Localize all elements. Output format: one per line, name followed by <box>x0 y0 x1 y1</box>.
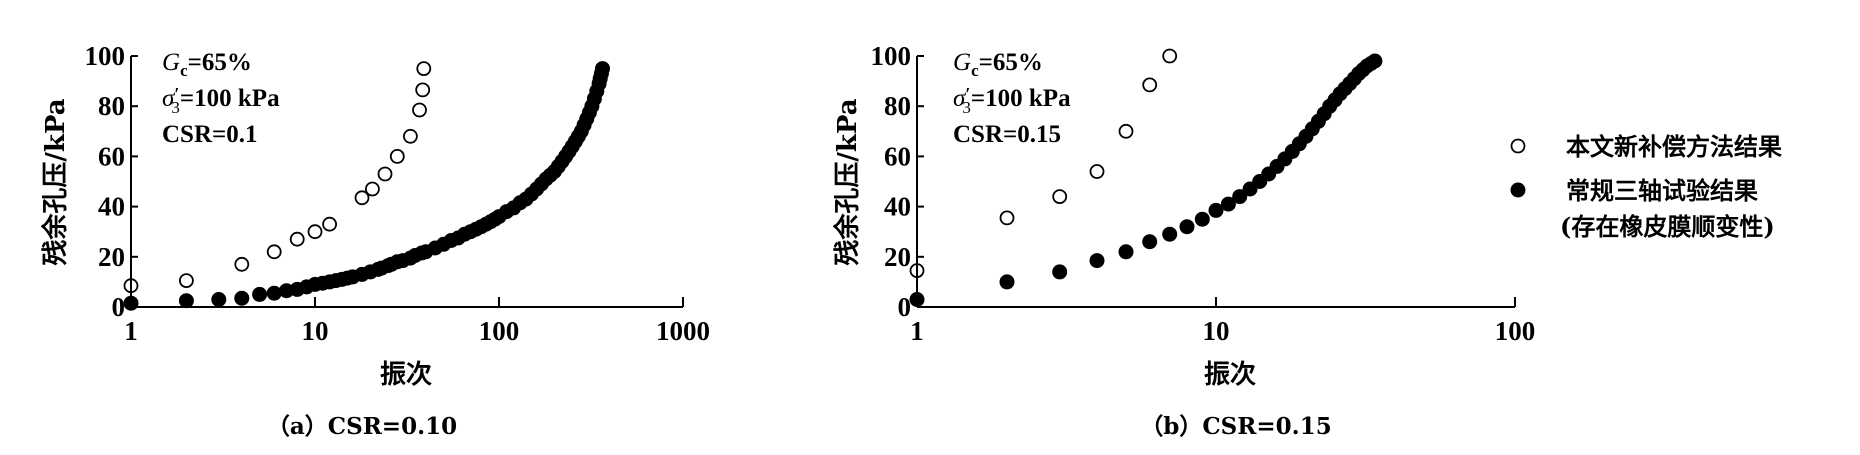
x-tick-label: 1000 <box>656 316 710 346</box>
legend-label-conventional-note: (存在橡皮膜顺变性) <box>1560 212 1775 241</box>
x-tick-label: 10 <box>302 316 329 346</box>
data-point-conventional <box>1220 196 1236 212</box>
data-point-new-method <box>412 102 427 118</box>
x-tick-label: 1 <box>124 316 138 346</box>
data-point-conventional <box>1142 234 1158 250</box>
legend-label-conventional: 常规三轴试验结果 <box>1566 176 1758 205</box>
data-point-conventional <box>234 290 250 306</box>
x-axis-label: 振次 <box>380 360 432 390</box>
data-point-new-method <box>1118 123 1134 139</box>
data-point-conventional <box>1208 202 1224 218</box>
data-point-conventional <box>595 61 610 77</box>
data-point-new-method <box>999 210 1015 226</box>
data-point-new-method <box>322 216 338 232</box>
y-tick-label: 60 <box>884 141 911 171</box>
legend-label-new-method: 本文新补偿方法结果 <box>1566 132 1782 161</box>
data-point-conventional <box>1232 189 1248 205</box>
annotation-gc: Gc=65% <box>162 49 252 80</box>
data-point-conventional <box>1052 264 1068 280</box>
y-tick-label: 20 <box>98 242 125 272</box>
x-tick-label: 100 <box>479 316 520 346</box>
annotation-sigma: σ′ 3=100 kPa <box>162 84 280 117</box>
data-point-conventional <box>999 274 1015 290</box>
y-tick-label: 0 <box>898 292 912 322</box>
data-point-new-method <box>178 273 194 289</box>
y-tick-label: 0 <box>112 292 126 322</box>
data-point-new-method <box>289 231 305 247</box>
annotation-csr: CSR=0.1 <box>162 121 258 148</box>
data-point-new-method <box>377 166 393 182</box>
data-point-conventional <box>1367 53 1383 69</box>
y-tick-label: 40 <box>98 192 125 222</box>
y-tick-label: 100 <box>85 41 126 71</box>
data-point-new-method <box>415 82 431 98</box>
data-point-new-method <box>1142 77 1158 93</box>
data-point-new-method <box>416 61 432 76</box>
data-point-new-method <box>123 278 139 294</box>
x-tick-label: 100 <box>1495 316 1536 346</box>
y-tick-label: 40 <box>884 192 911 222</box>
data-point-conventional <box>1118 244 1134 260</box>
legend: 本文新补偿方法结果 常规三轴试验结果 (存在橡皮膜顺变性) <box>1510 132 1782 241</box>
data-point-conventional <box>123 295 139 311</box>
caption-b: （b）CSR=0.15 <box>1140 413 1331 440</box>
y-tick-label: 60 <box>98 141 125 171</box>
x-tick-label: 10 <box>1203 316 1230 346</box>
chart-panel-b: Gc=65% σ′ 3=100 kPa CSR=0.15 残余孔压/kPa 振次 … <box>832 41 1535 440</box>
legend-marker-open <box>1510 138 1526 154</box>
y-axis-label: 残余孔压/kPa <box>40 98 71 265</box>
data-point-conventional <box>266 285 282 301</box>
data-point-conventional <box>211 292 227 307</box>
data-point-new-method <box>1089 164 1105 179</box>
chart-panel-a: Gc=65% σ′ 3=100 kPa CSR=0.1 残余孔压/kPa 振次 （… <box>40 41 710 440</box>
y-axis-label: 残余孔压/kPa <box>832 98 863 265</box>
data-point-conventional <box>909 292 925 307</box>
y-tick-label: 20 <box>884 242 911 272</box>
data-point-conventional <box>1162 226 1178 242</box>
data-point-conventional <box>252 286 268 302</box>
data-point-new-method <box>307 224 323 240</box>
y-tick-label: 80 <box>884 91 911 121</box>
data-point-new-method <box>234 256 250 272</box>
data-point-conventional <box>1089 253 1105 269</box>
data-point-conventional <box>1179 219 1195 235</box>
annotation-csr: CSR=0.15 <box>953 121 1061 148</box>
data-point-new-method <box>402 128 418 144</box>
y-tick-label: 80 <box>98 91 125 121</box>
data-point-new-method <box>364 181 380 197</box>
data-point-new-method <box>909 263 925 279</box>
x-tick-label: 1 <box>910 316 924 346</box>
annotation-sigma: σ′ 3=100 kPa <box>953 84 1071 117</box>
data-point-new-method <box>1162 48 1178 64</box>
annotation-gc: Gc=65% <box>953 49 1043 80</box>
data-point-new-method <box>266 244 282 260</box>
data-point-new-method <box>1052 189 1068 205</box>
data-point-new-method <box>389 148 405 164</box>
y-tick-label: 100 <box>871 41 912 71</box>
data-point-conventional <box>1194 211 1210 227</box>
data-point-conventional <box>178 293 194 309</box>
caption-a: （a）CSR=0.10 <box>267 413 457 440</box>
legend-marker-filled <box>1510 182 1526 198</box>
x-axis-label: 振次 <box>1204 360 1256 390</box>
data-point-new-method <box>354 190 370 206</box>
